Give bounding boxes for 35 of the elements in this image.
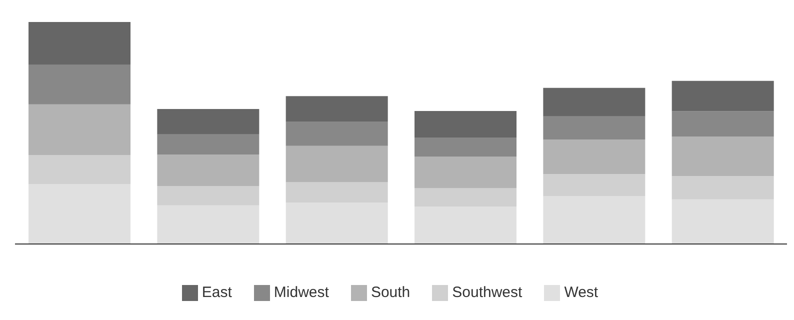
- bar: [28, 104, 131, 155]
- legend-label: East: [202, 284, 232, 301]
- bar: [543, 116, 646, 140]
- bar: [286, 96, 388, 122]
- bar: [157, 205, 260, 244]
- bar: [157, 109, 260, 134]
- bar: [157, 154, 260, 186]
- bar: [543, 88, 646, 116]
- bar: [414, 188, 517, 206]
- legend-label: South: [370, 284, 410, 301]
- bar: [286, 182, 388, 202]
- legend-label: West: [564, 284, 598, 301]
- bar: [414, 111, 517, 138]
- bar: [414, 137, 517, 157]
- bar: [672, 136, 774, 176]
- bar: [286, 121, 388, 146]
- bar: [543, 174, 646, 196]
- legend-label: Southwest: [452, 284, 522, 301]
- bar: [157, 186, 260, 206]
- bar: [672, 111, 774, 137]
- bar: [543, 140, 646, 174]
- legend-label: Midwest: [274, 284, 329, 301]
- bar: [28, 154, 131, 184]
- bar: [672, 199, 774, 244]
- bar: [286, 146, 388, 182]
- bar: [28, 184, 131, 244]
- bar: [28, 64, 131, 104]
- bar: [672, 80, 774, 112]
- bar: [672, 176, 774, 200]
- bar: [157, 134, 260, 155]
- bar: [414, 156, 517, 188]
- bar: [286, 202, 388, 244]
- bar: [28, 22, 131, 65]
- bar: [543, 196, 646, 244]
- bar: [414, 206, 517, 244]
